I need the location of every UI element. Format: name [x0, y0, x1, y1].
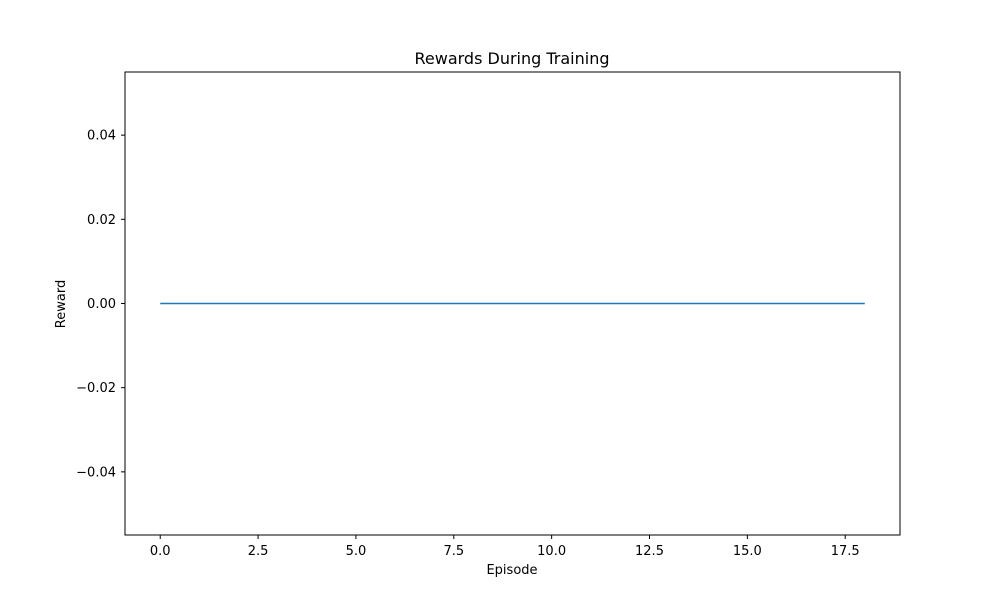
y-axis-ticks: −0.04 −0.02 0.00 0.02 0.04	[76, 129, 125, 480]
y-tick-label: 0.02	[87, 213, 116, 228]
y-axis-label: Reward	[54, 280, 69, 328]
x-tick-label: 0.0	[150, 544, 171, 559]
chart-title: Rewards During Training	[414, 49, 609, 68]
x-tick-label: 5.0	[346, 544, 367, 559]
x-tick-label: 2.5	[248, 544, 269, 559]
y-tick-label: −0.02	[76, 381, 116, 396]
x-tick-label: 17.5	[831, 544, 860, 559]
x-axis-ticks: 0.0 2.5 5.0 7.5 10.0 12.5 15.0 17.5	[150, 535, 860, 559]
y-tick-label: 0.00	[87, 297, 116, 312]
x-tick-label: 12.5	[635, 544, 664, 559]
y-tick-label: −0.04	[76, 465, 116, 480]
y-tick-label: 0.04	[87, 129, 116, 144]
x-tick-label: 15.0	[733, 544, 762, 559]
x-tick-label: 7.5	[443, 544, 464, 559]
x-axis-label: Episode	[486, 563, 537, 578]
x-tick-label: 10.0	[537, 544, 566, 559]
